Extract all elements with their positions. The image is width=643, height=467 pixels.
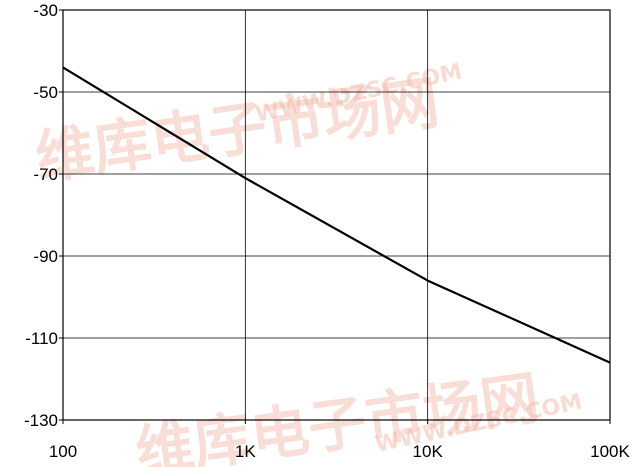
x-tick-label: 100K	[590, 442, 630, 461]
y-tick-label: -50	[33, 83, 58, 102]
x-tick-label: 10K	[413, 442, 444, 461]
x-tick-label: 100	[49, 442, 77, 461]
y-axis-ticks: -30 -50 -70 -90 -110 -130	[24, 1, 63, 430]
plot-frame	[62, 9, 611, 421]
y-tick-label: -110	[25, 329, 58, 348]
x-tick-label: 1K	[235, 442, 256, 461]
series-line	[62, 66, 611, 364]
y-tick-label: -90	[33, 247, 58, 266]
y-tick-label: -30	[33, 1, 58, 20]
y-tick-label: -130	[24, 411, 58, 430]
series-layer	[62, 66, 611, 364]
grid	[62, 9, 611, 421]
x-axis-ticks: 100 1K 10K 100K	[49, 420, 631, 461]
y-tick-label: -70	[33, 165, 58, 184]
